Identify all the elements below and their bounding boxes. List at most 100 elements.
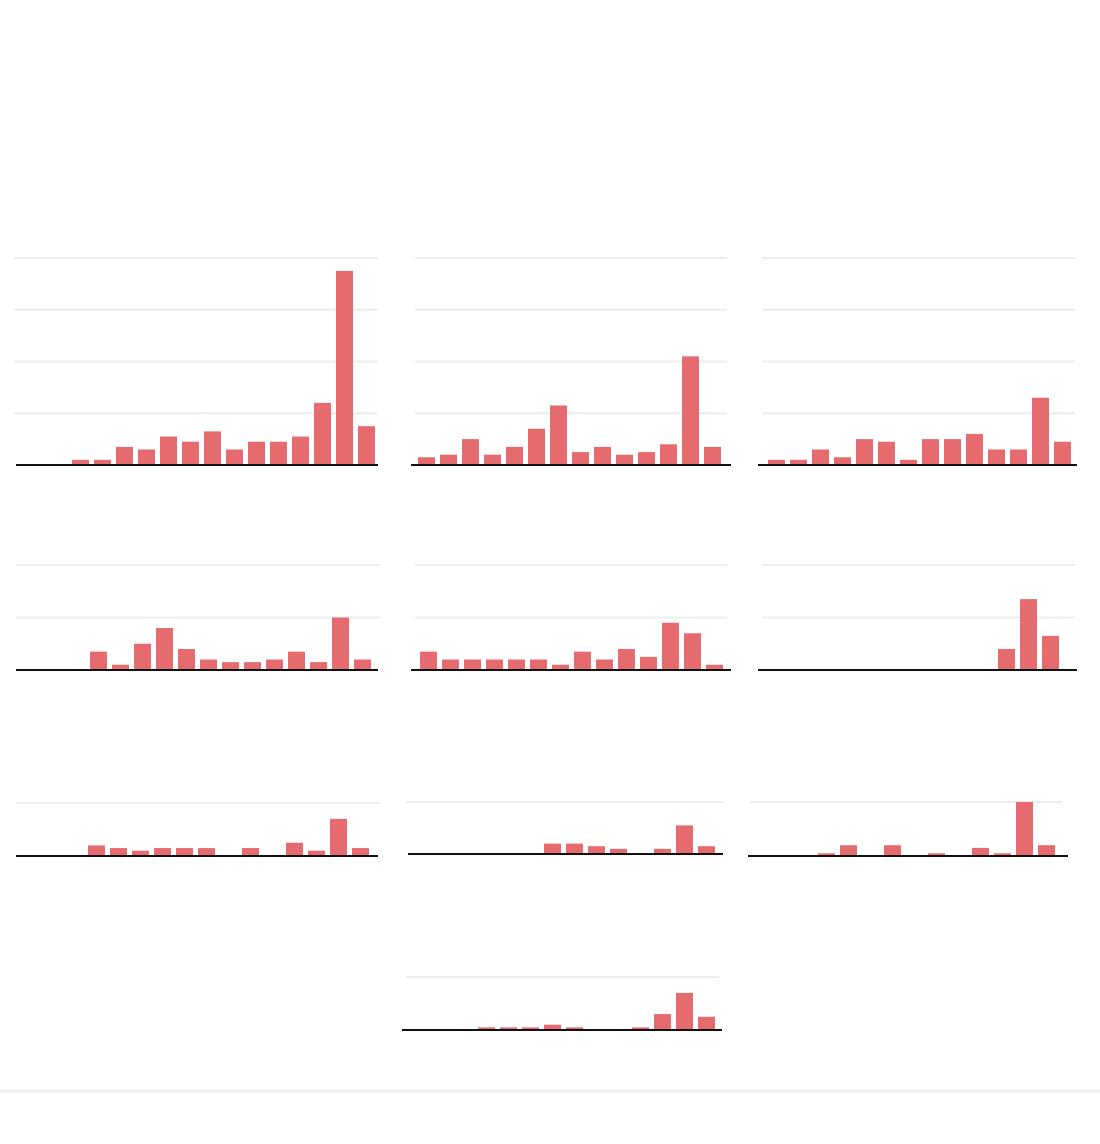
bar xyxy=(418,457,435,465)
bar xyxy=(94,459,111,465)
bar xyxy=(464,659,481,670)
bar xyxy=(308,850,325,856)
bar xyxy=(1038,845,1055,856)
bar xyxy=(508,659,525,670)
bar xyxy=(768,459,785,465)
bar xyxy=(292,436,309,465)
bar xyxy=(698,846,715,854)
bar xyxy=(352,848,369,856)
bar xyxy=(632,1027,649,1030)
bar xyxy=(676,992,693,1030)
bar xyxy=(176,848,193,856)
bar xyxy=(222,662,239,670)
bar xyxy=(544,843,561,854)
bar xyxy=(922,439,939,465)
bar xyxy=(1032,397,1049,465)
bar xyxy=(662,622,679,670)
bar xyxy=(182,441,199,465)
bar xyxy=(506,446,523,465)
bar xyxy=(440,454,457,465)
bar xyxy=(706,664,723,670)
bar xyxy=(138,449,155,465)
bar xyxy=(574,651,591,670)
bar xyxy=(160,436,177,465)
bar xyxy=(676,825,693,854)
bar xyxy=(88,845,105,856)
bar xyxy=(200,659,217,670)
bar xyxy=(134,643,151,670)
bar xyxy=(790,459,807,465)
bar xyxy=(244,662,261,670)
bar xyxy=(332,617,349,670)
bar xyxy=(698,1016,715,1030)
bar xyxy=(878,441,895,465)
bar xyxy=(966,433,983,465)
bar xyxy=(132,850,149,856)
bar xyxy=(500,1027,517,1030)
bar xyxy=(286,842,303,856)
bar xyxy=(660,444,677,465)
bar xyxy=(486,659,503,670)
bar xyxy=(484,454,501,465)
bar xyxy=(618,649,635,670)
bar xyxy=(266,659,283,670)
bar xyxy=(420,651,437,670)
bar xyxy=(972,847,989,856)
bar xyxy=(90,651,107,670)
bar xyxy=(638,452,655,465)
bar xyxy=(314,402,331,465)
bar xyxy=(900,459,917,465)
bar xyxy=(336,270,353,465)
bar xyxy=(566,843,583,854)
bar xyxy=(834,457,851,465)
bar xyxy=(594,446,611,465)
bar xyxy=(856,439,873,465)
bar xyxy=(596,659,613,670)
bar xyxy=(288,651,305,670)
bar xyxy=(704,446,721,465)
bar xyxy=(588,846,605,854)
bar xyxy=(530,659,547,670)
bar xyxy=(248,441,265,465)
bar xyxy=(522,1027,539,1030)
bar xyxy=(1042,635,1059,670)
bar xyxy=(72,459,89,465)
bar xyxy=(544,1024,561,1030)
bar xyxy=(550,405,567,465)
bar xyxy=(988,449,1005,465)
bar xyxy=(566,1027,583,1030)
bar xyxy=(154,848,171,856)
bar xyxy=(204,431,221,465)
bar xyxy=(616,454,633,465)
bar xyxy=(354,659,371,670)
bar xyxy=(226,449,243,465)
bar xyxy=(944,439,961,465)
bar xyxy=(270,441,287,465)
bar xyxy=(1016,802,1033,856)
bar xyxy=(242,848,259,856)
bar xyxy=(156,628,173,670)
bar xyxy=(462,439,479,465)
bar xyxy=(610,848,627,854)
bar xyxy=(198,848,215,856)
bar xyxy=(330,818,347,856)
bar xyxy=(884,845,901,856)
bar xyxy=(442,659,459,670)
bar xyxy=(112,664,129,670)
bar xyxy=(178,649,195,670)
bar xyxy=(640,656,657,670)
bar xyxy=(682,356,699,465)
bar xyxy=(998,649,1015,670)
bar xyxy=(110,848,127,856)
bar xyxy=(1054,441,1071,465)
bar xyxy=(818,853,835,856)
bar xyxy=(840,845,857,856)
bar xyxy=(1020,599,1037,670)
bar xyxy=(478,1027,495,1030)
bar xyxy=(310,662,327,670)
bar xyxy=(928,853,945,856)
bar xyxy=(654,848,671,854)
bar xyxy=(654,1014,671,1030)
bar xyxy=(1010,449,1027,465)
